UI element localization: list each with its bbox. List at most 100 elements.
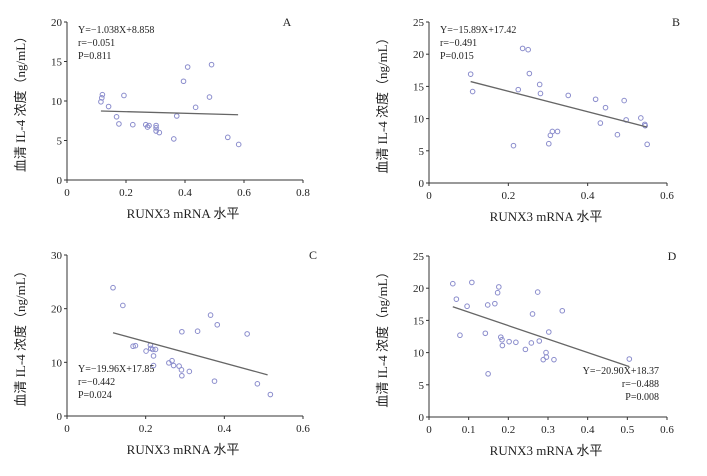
data-point xyxy=(267,391,274,398)
stat-text: r=−0.488 xyxy=(622,379,659,390)
y-tick-label: 10 xyxy=(413,114,425,126)
data-point xyxy=(559,307,566,314)
data-point xyxy=(537,90,544,97)
data-point xyxy=(132,342,139,349)
data-point xyxy=(180,78,187,85)
data-point xyxy=(528,340,535,346)
x-tick-label: 0.1 xyxy=(462,424,476,436)
panel-label: A xyxy=(283,15,292,29)
data-point xyxy=(235,141,242,148)
y-tick-label: 5 xyxy=(419,146,425,158)
data-point xyxy=(208,61,215,68)
data-point xyxy=(116,121,122,127)
data-point xyxy=(484,302,491,308)
data-point xyxy=(469,88,476,95)
y-tick-label: 0 xyxy=(57,175,63,187)
x-axis-title: RUNX3 mRNA 水平 xyxy=(490,443,603,458)
data-point xyxy=(545,329,552,335)
y-axis-title: 血清 IL-4 浓度（ng/mL） xyxy=(375,31,390,173)
y-tick-label: 30 xyxy=(51,250,63,262)
data-point xyxy=(545,140,552,147)
data-point xyxy=(129,121,136,128)
data-point xyxy=(146,122,152,129)
y-tick-label: 25 xyxy=(413,17,425,29)
data-point xyxy=(551,356,557,363)
data-point xyxy=(534,289,541,295)
x-tick-label: 0 xyxy=(64,187,70,199)
data-point xyxy=(464,303,470,310)
stat-text: r=−0.442 xyxy=(78,377,115,388)
stat-text: Y=−15.89X+17.42 xyxy=(440,25,516,36)
data-point xyxy=(457,332,463,339)
data-point xyxy=(626,356,633,362)
regression-line xyxy=(470,80,648,128)
data-point xyxy=(513,339,519,346)
data-point xyxy=(214,321,221,328)
y-tick-label: 15 xyxy=(51,57,63,69)
x-tick-label: 0.5 xyxy=(620,424,634,436)
data-point xyxy=(152,346,159,353)
stat-text: Y=−19.96X+17.85 xyxy=(78,364,154,375)
data-point xyxy=(536,81,543,88)
x-tick-label: 0.2 xyxy=(501,190,515,202)
data-point xyxy=(178,367,185,373)
data-point xyxy=(482,330,489,337)
x-tick-label: 0 xyxy=(64,423,70,435)
stat-text: P=0.015 xyxy=(440,51,474,62)
data-point xyxy=(467,71,474,77)
data-point xyxy=(499,342,506,349)
data-point xyxy=(98,98,104,105)
data-point xyxy=(99,95,105,101)
stat-text: P=0.008 xyxy=(625,392,659,403)
data-point xyxy=(543,349,549,356)
data-point xyxy=(254,381,261,387)
y-tick-label: 10 xyxy=(51,96,63,108)
data-point xyxy=(602,104,609,111)
data-point xyxy=(153,125,159,131)
x-tick-label: 0.8 xyxy=(296,187,310,199)
data-point xyxy=(186,368,193,375)
data-point xyxy=(485,371,491,377)
data-point xyxy=(169,357,175,364)
x-tick-label: 0 xyxy=(426,424,432,436)
y-tick-label: 25 xyxy=(413,251,425,263)
data-point xyxy=(150,353,157,359)
x-tick-label: 0.2 xyxy=(119,187,133,199)
data-point xyxy=(526,70,533,77)
data-point xyxy=(105,103,112,110)
x-tick-label: 0.4 xyxy=(178,187,192,199)
panel-label: D xyxy=(668,249,677,263)
y-tick-label: 0 xyxy=(57,411,63,423)
x-tick-label: 0.3 xyxy=(541,424,555,436)
data-point xyxy=(453,296,460,302)
x-axis-title: RUNX3 mRNA 水平 xyxy=(127,442,240,457)
y-tick-label: 5 xyxy=(57,136,63,148)
data-point xyxy=(153,122,159,129)
data-point xyxy=(515,86,522,93)
stat-text: P=0.024 xyxy=(78,390,112,401)
data-point xyxy=(120,302,126,309)
x-tick-label: 0.6 xyxy=(237,187,251,199)
data-point xyxy=(621,97,627,104)
data-point xyxy=(549,128,556,135)
data-point xyxy=(499,336,505,343)
data-point xyxy=(506,338,512,345)
stat-text: Y=−1.038X+8.858 xyxy=(78,25,154,36)
data-point xyxy=(496,284,502,290)
panel-a: 0 0.2 0.4 0.6 0.8 0 5 10 15 20 RUNX3 mRNA 水平 血清 IL-… xyxy=(13,15,310,221)
y-tick-label: 15 xyxy=(413,81,425,93)
data-point xyxy=(469,279,475,286)
x-tick-label: 0 xyxy=(426,190,432,202)
data-point xyxy=(614,131,621,138)
y-tick-label: 20 xyxy=(51,304,63,316)
panel-label: B xyxy=(672,15,680,29)
data-point xyxy=(522,346,529,353)
y-tick-label: 20 xyxy=(413,49,425,61)
x-tick-label: 0.2 xyxy=(501,424,515,436)
data-point xyxy=(638,115,644,121)
panel-c: 0 0.2 0.4 0.6 0 10 20 30 RUNX3 mRNA 水平 血清 IL-4 浓度… xyxy=(13,248,317,457)
data-point xyxy=(192,104,199,111)
data-point xyxy=(554,128,561,135)
y-tick-label: 10 xyxy=(413,348,425,360)
y-tick-label: 15 xyxy=(413,315,425,327)
